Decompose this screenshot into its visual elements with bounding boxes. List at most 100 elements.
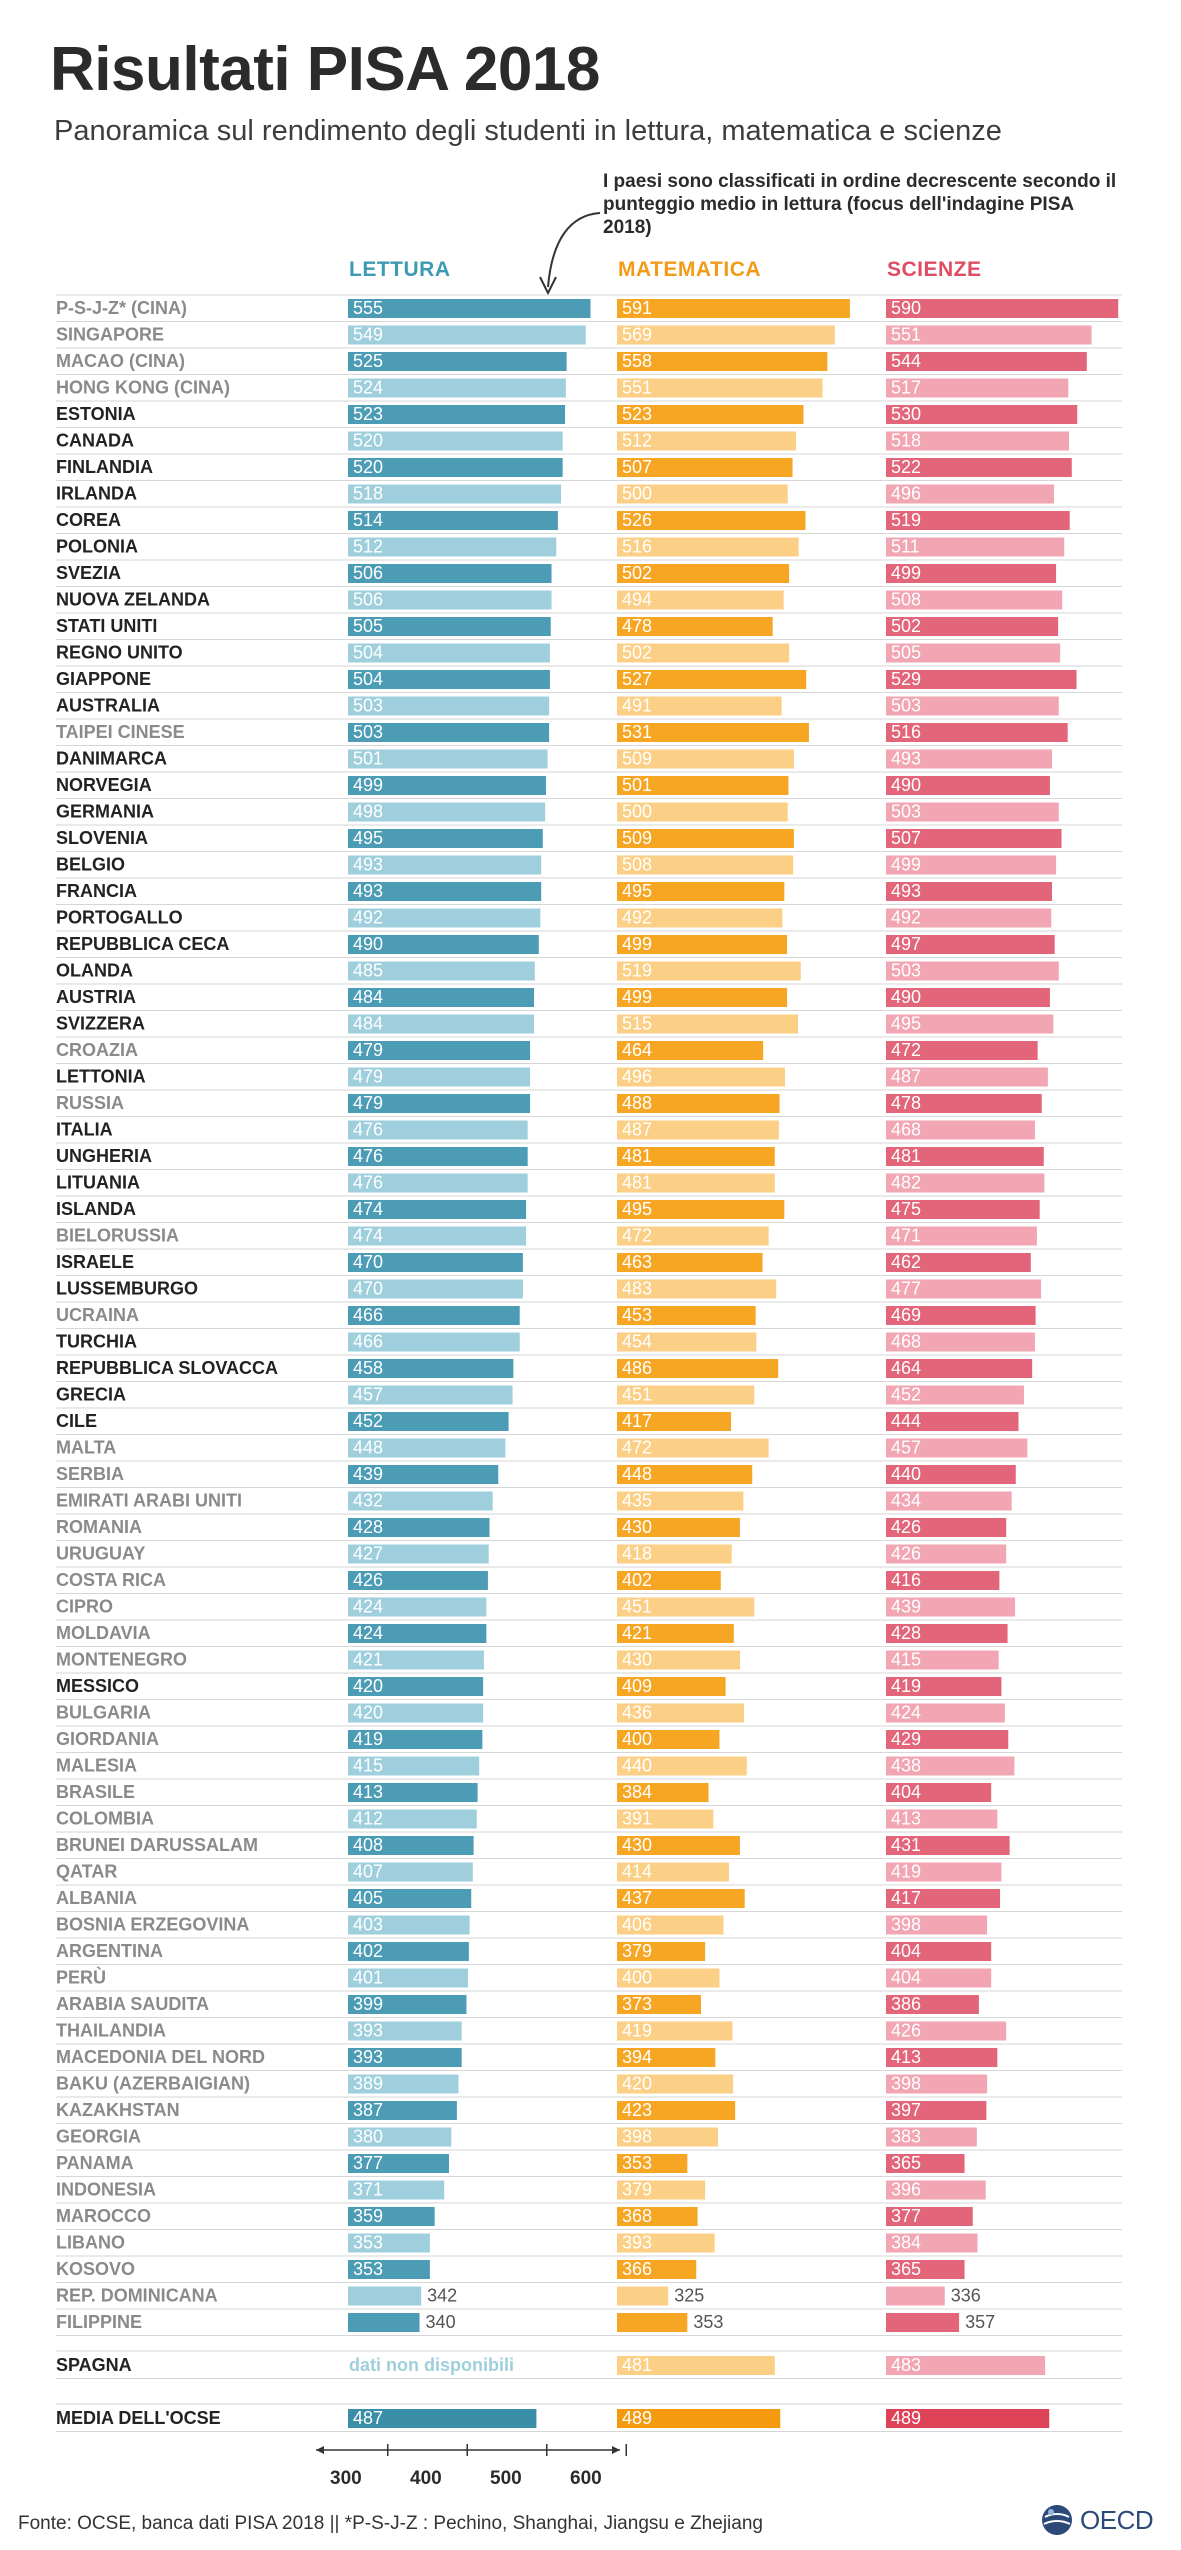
math-value-label: 523 <box>622 404 652 424</box>
reading-bar <box>348 1359 514 1378</box>
reading-bar <box>348 1332 520 1352</box>
reading-bar <box>348 325 586 345</box>
country-row: URUGUAY <box>56 1544 145 1564</box>
country-name: CROAZIA <box>56 1040 138 1060</box>
science-bar <box>886 908 1052 928</box>
math-bar <box>617 1862 730 1882</box>
math-value-label: 398 <box>622 2127 652 2147</box>
country-name: SERBIA <box>56 1464 124 1484</box>
reading-value-label: 428 <box>353 1517 383 1537</box>
country-name: INDONESIA <box>56 2180 156 2200</box>
reading-bar <box>348 590 552 610</box>
reading-value-label: 353 <box>353 2233 383 2253</box>
science-bar <box>886 1703 1005 1723</box>
math-value-label: 512 <box>622 431 652 451</box>
science-bar <box>886 723 1068 742</box>
reading-value-label: 520 <box>353 457 383 477</box>
science-bar <box>886 1624 1008 1643</box>
science-value-label: 464 <box>891 1358 921 1378</box>
science-value-label: 398 <box>891 2074 921 2094</box>
science-value-label: 503 <box>891 696 921 716</box>
science-bar <box>886 1995 979 2014</box>
reading-value-label: 514 <box>353 510 383 530</box>
country-row: NORVEGIA <box>56 775 152 795</box>
country-name: MAROCCO <box>56 2206 151 2226</box>
reading-value-label: 408 <box>353 1835 383 1855</box>
reading-bar <box>348 2021 462 2041</box>
math-value-label: 501 <box>622 775 652 795</box>
reading-bar <box>348 961 535 981</box>
math-value-label: 440 <box>622 1756 652 1776</box>
math-bar <box>617 458 793 477</box>
country-name: AUSTRIA <box>56 987 136 1007</box>
reading-value-label: 524 <box>353 378 383 398</box>
country-row: STATI UNITI <box>56 616 157 636</box>
reading-value-label: 424 <box>353 1597 383 1617</box>
reading-bar <box>348 1942 469 1961</box>
reading-value-label: 402 <box>353 1941 383 1961</box>
science-value-label: 478 <box>891 1093 921 1113</box>
math-value-label: 419 <box>622 2021 652 2041</box>
science-value-label: 499 <box>891 563 921 583</box>
reading-bar <box>348 1915 470 1935</box>
science-bar <box>886 643 1061 663</box>
math-value-label: 393 <box>622 2233 652 2253</box>
reading-value-label: 420 <box>353 1676 383 1696</box>
country-row: MACAO (CINA) <box>56 351 185 371</box>
country-name: P-S-J-Z* (CINA) <box>56 298 187 318</box>
science-value-label: 398 <box>891 1915 921 1935</box>
science-value-label: 475 <box>891 1199 921 1219</box>
math-bar <box>617 431 796 451</box>
math-value-label: 394 <box>622 2047 652 2067</box>
math-bar <box>617 1279 777 1299</box>
math-value-label: 481 <box>622 1173 652 1193</box>
math-bar <box>617 1809 714 1829</box>
science-bar <box>886 2021 1007 2041</box>
country-row: HONG KONG (CINA) <box>56 378 230 398</box>
country-row: CIPRO <box>56 1597 113 1617</box>
oecd-science-bar <box>886 2409 1050 2428</box>
country-name: BRASILE <box>56 1782 135 1802</box>
science-value-label: 386 <box>891 1994 921 2014</box>
reading-bar <box>348 1120 528 1140</box>
country-row: REPUBBLICA CECA <box>56 934 229 954</box>
reading-value-label: 466 <box>353 1332 383 1352</box>
math-bar <box>617 1783 709 1802</box>
column-header-science: SCIENZE <box>887 258 982 281</box>
country-name: LETTONIA <box>56 1067 146 1087</box>
country-row: COREA <box>56 510 121 530</box>
math-value-label: 527 <box>622 669 652 689</box>
math-bar <box>617 1120 779 1140</box>
math-bar <box>617 908 783 928</box>
science-value-label: 503 <box>891 802 921 822</box>
math-value-label: 435 <box>622 1491 652 1511</box>
country-name: EMIRATI ARABI UNITI <box>56 1491 242 1511</box>
math-value-label: 379 <box>622 1941 652 1961</box>
math-value-label: 499 <box>622 987 652 1007</box>
science-bar <box>886 1730 1009 1749</box>
country-name: CILE <box>56 1411 97 1431</box>
science-bar <box>886 1756 1015 1776</box>
reading-value-label: 424 <box>353 1623 383 1643</box>
science-bar <box>886 1518 1007 1537</box>
reading-bar <box>348 1306 520 1325</box>
country-row: COLOMBIA <box>56 1809 154 1829</box>
country-name: UNGHERIA <box>56 1146 152 1166</box>
reading-value-label: 490 <box>353 934 383 954</box>
oecd-reading-bar <box>348 2409 537 2428</box>
science-bar <box>886 1385 1024 1405</box>
math-bar <box>617 325 835 345</box>
country-row: IRLANDA <box>56 484 137 504</box>
country-row: BELGIO <box>56 855 125 875</box>
science-bar <box>886 431 1070 451</box>
science-bar <box>886 1067 1048 1087</box>
axis-tick-label-500: 500 <box>490 2468 522 2489</box>
math-value-label: 400 <box>622 1968 652 1988</box>
math-bar <box>617 2101 736 2120</box>
country-row: KAZAKHSTAN <box>56 2100 180 2120</box>
science-value-label: 417 <box>891 1888 921 1908</box>
country-name: PORTOGALLO <box>56 908 183 928</box>
science-bar <box>886 1120 1035 1140</box>
country-row: FILIPPINE <box>56 2312 142 2332</box>
math-value-label: 421 <box>622 1623 652 1643</box>
